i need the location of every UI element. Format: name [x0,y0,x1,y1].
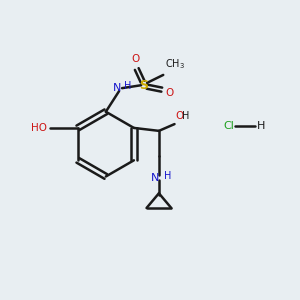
Text: S: S [140,79,148,92]
Text: Cl: Cl [223,122,234,131]
Text: N: N [151,173,160,183]
Text: H: H [256,122,265,131]
Text: H: H [164,172,172,182]
Text: HO: HO [31,123,47,133]
Text: H: H [124,81,131,91]
Text: O: O [175,111,183,122]
Text: O: O [166,88,174,98]
Text: N: N [112,82,121,93]
Text: O: O [131,54,140,64]
Text: H: H [182,111,190,122]
Text: CH$_3$: CH$_3$ [165,57,185,71]
